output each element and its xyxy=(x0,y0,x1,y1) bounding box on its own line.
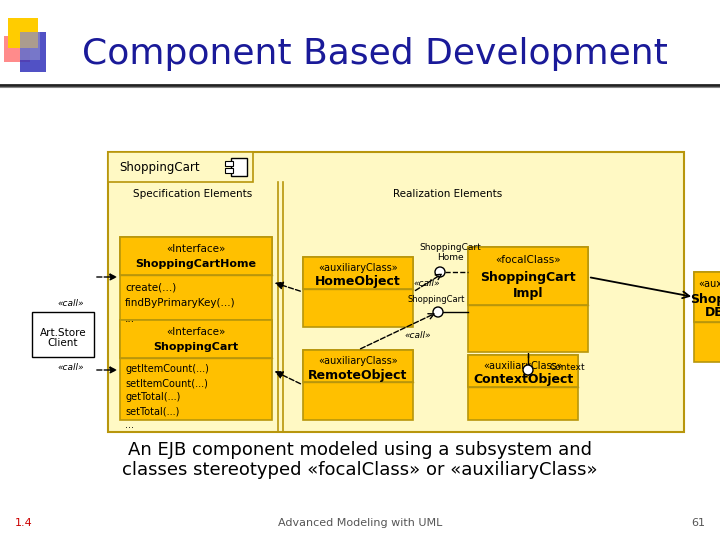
Text: getTotal(...): getTotal(...) xyxy=(125,392,181,402)
Bar xyxy=(4,36,30,62)
Text: ShoppingCart: ShoppingCart xyxy=(408,295,464,304)
Text: «auxiliaryClass»: «auxiliaryClass» xyxy=(483,361,563,371)
Circle shape xyxy=(433,307,443,317)
Text: create(...): create(...) xyxy=(125,282,176,292)
Bar xyxy=(20,32,46,72)
Text: Art.Store: Art.Store xyxy=(40,327,86,338)
Text: Advanced Modeling with UML: Advanced Modeling with UML xyxy=(278,518,442,528)
Bar xyxy=(8,18,38,48)
Bar xyxy=(468,355,578,387)
Text: findByPrimaryKey(...): findByPrimaryKey(...) xyxy=(125,298,235,308)
Text: setItemCount(...): setItemCount(...) xyxy=(125,378,208,388)
Text: «Interface»: «Interface» xyxy=(166,327,225,337)
Text: «auxiliaryClass»: «auxiliaryClass» xyxy=(318,263,398,273)
Text: classes stereotyped «focalClass» or «auxiliaryClass»: classes stereotyped «focalClass» or «aux… xyxy=(122,461,598,479)
Text: RemoteObject: RemoteObject xyxy=(308,368,408,381)
Text: ShoppingCart: ShoppingCart xyxy=(690,293,720,306)
Text: HomeObject: HomeObject xyxy=(315,275,401,288)
Text: ShoppingCartHome: ShoppingCartHome xyxy=(135,259,256,269)
Text: ...: ... xyxy=(125,314,135,324)
Text: ContextObject: ContextObject xyxy=(473,374,573,387)
Text: Home: Home xyxy=(437,253,463,262)
Circle shape xyxy=(523,365,533,375)
Text: 1.4: 1.4 xyxy=(15,518,32,528)
Text: ShoppingCart: ShoppingCart xyxy=(153,342,238,352)
Text: Realization Elements: Realization Elements xyxy=(393,189,503,199)
Text: DBbroker: DBbroker xyxy=(705,307,720,320)
Bar xyxy=(468,355,578,420)
Bar xyxy=(303,350,413,420)
Bar xyxy=(225,168,233,173)
Text: ShoppingCart: ShoppingCart xyxy=(480,271,576,284)
Bar xyxy=(303,350,413,382)
Text: «auxiliaryClass»: «auxiliaryClass» xyxy=(318,356,398,366)
Text: «auxiliaryClass»: «auxiliaryClass» xyxy=(698,279,720,289)
Bar xyxy=(468,247,588,305)
Bar xyxy=(231,158,247,176)
Text: ShoppingCart: ShoppingCart xyxy=(419,243,481,252)
Text: getItemCount(...): getItemCount(...) xyxy=(125,364,209,374)
Text: «Interface»: «Interface» xyxy=(166,244,225,254)
Bar xyxy=(20,32,40,60)
Text: «call»: «call» xyxy=(58,362,84,372)
Text: Component Based Development: Component Based Development xyxy=(82,37,668,71)
Bar xyxy=(108,152,684,432)
Text: Impl: Impl xyxy=(513,287,544,300)
Bar xyxy=(303,257,413,289)
Text: ...: ... xyxy=(125,420,134,430)
Bar xyxy=(694,272,720,322)
Text: setTotal(...): setTotal(...) xyxy=(125,406,179,416)
Bar xyxy=(120,237,272,275)
Text: 61: 61 xyxy=(691,518,705,528)
Text: Specification Elements: Specification Elements xyxy=(133,189,253,199)
Text: ShoppingCart: ShoppingCart xyxy=(120,160,200,173)
Bar xyxy=(303,257,413,327)
Bar xyxy=(120,320,272,358)
Text: Client: Client xyxy=(48,339,78,348)
Bar xyxy=(32,312,94,357)
Bar xyxy=(225,161,233,166)
Bar xyxy=(108,152,253,182)
Text: Context: Context xyxy=(550,363,585,373)
Bar xyxy=(468,247,588,352)
Circle shape xyxy=(435,267,445,277)
Text: «call»: «call» xyxy=(413,280,440,288)
Bar xyxy=(120,320,272,420)
Bar xyxy=(694,272,720,362)
Text: «call»: «call» xyxy=(405,332,431,341)
Text: An EJB component modeled using a subsystem and: An EJB component modeled using a subsyst… xyxy=(128,441,592,459)
Bar xyxy=(120,237,272,327)
Text: «call»: «call» xyxy=(58,300,84,308)
Text: «focalClass»: «focalClass» xyxy=(495,255,561,265)
